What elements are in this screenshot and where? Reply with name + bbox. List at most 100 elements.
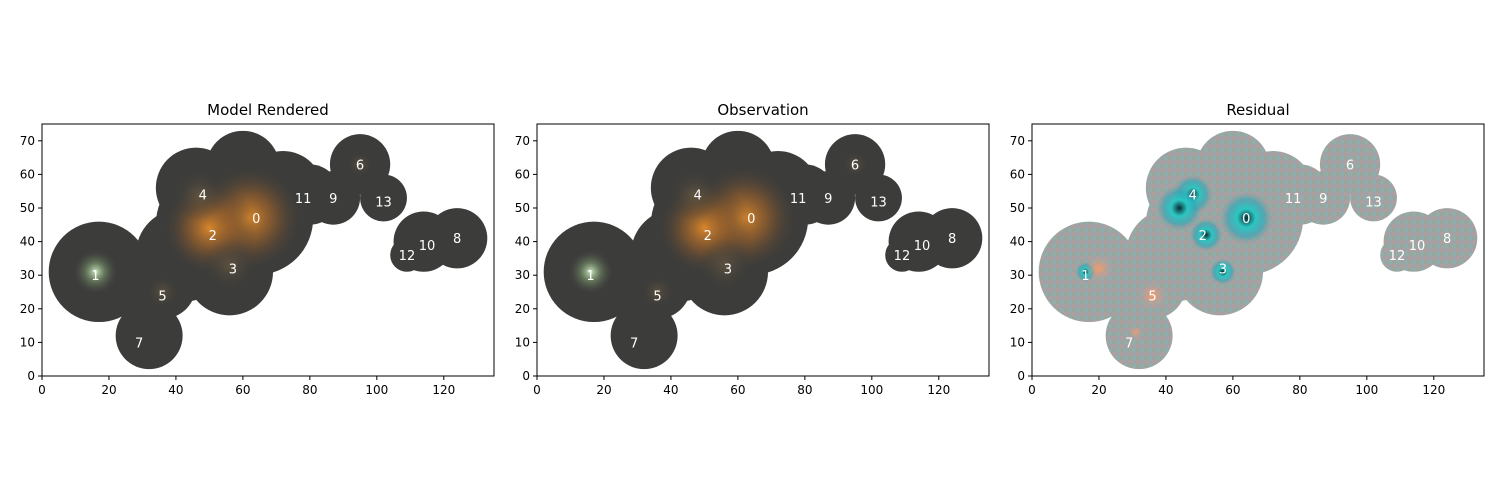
y-tick-label: 20: [20, 302, 35, 316]
panel-title: Observation: [717, 101, 808, 119]
mask-region: [1350, 174, 1397, 222]
source-label-1: 1: [91, 269, 99, 284]
source-glow: [567, 248, 615, 296]
y-tick-label: 10: [515, 335, 530, 349]
source-glow: [667, 167, 722, 222]
y-tick-label: 20: [515, 302, 530, 316]
residual-feature: [1189, 218, 1223, 252]
source-label-3: 3: [724, 262, 732, 277]
panel-title: Residual: [1226, 101, 1289, 119]
x-tick-label: 20: [596, 383, 611, 397]
y-tick-label: 60: [1010, 167, 1025, 181]
x-tick-label: 120: [927, 383, 950, 397]
y-tick-label: 40: [20, 235, 35, 249]
residual-feature: [1085, 255, 1113, 282]
x-tick-label: 0: [533, 383, 541, 397]
source-label-10: 10: [1409, 239, 1426, 254]
source-label-0: 0: [747, 212, 755, 227]
x-tick-label: 0: [38, 383, 46, 397]
source-label-10: 10: [914, 239, 931, 254]
x-tick-label: 0: [1028, 383, 1036, 397]
x-tick-label: 100: [860, 383, 883, 397]
source-label-13: 13: [1365, 195, 1382, 210]
source-label-0: 0: [1242, 212, 1250, 227]
y-tick-label: 50: [1010, 201, 1025, 215]
mask-region: [1380, 238, 1414, 272]
x-tick-label: 100: [365, 383, 388, 397]
x-tick-label: 20: [1091, 383, 1106, 397]
source-glow: [172, 167, 227, 222]
y-tick-label: 30: [1010, 268, 1025, 282]
x-tick-label: 100: [1355, 383, 1378, 397]
x-tick-label: 20: [101, 383, 116, 397]
residual-feature: [1155, 184, 1203, 232]
mask-region: [855, 174, 902, 222]
source-label-7: 7: [135, 336, 143, 351]
y-tick-label: 40: [515, 235, 530, 249]
axes-frame: [1031, 123, 1485, 377]
source-label-6: 6: [851, 158, 859, 173]
source-label-6: 6: [356, 158, 364, 173]
image-residual: [1038, 130, 1478, 370]
y-tick-label: 70: [1010, 134, 1025, 148]
x-tick-label: 60: [730, 383, 745, 397]
panel-title: Model Rendered: [207, 101, 329, 119]
image-model: [48, 130, 488, 370]
source-glow: [72, 248, 120, 296]
mask-region: [610, 302, 678, 370]
source-glow: [841, 150, 869, 178]
mask-region: [427, 208, 488, 269]
source-label-3: 3: [229, 262, 237, 277]
source-label-9: 9: [329, 192, 337, 207]
y-tick-label: 20: [1010, 302, 1025, 316]
source-label-11: 11: [1285, 192, 1302, 207]
mask-region: [115, 302, 183, 370]
x-tick-label: 40: [168, 383, 183, 397]
y-tick-label: 60: [515, 167, 530, 181]
source-label-7: 7: [630, 336, 638, 351]
source-label-6: 6: [1346, 158, 1354, 173]
source-label-5: 5: [158, 289, 166, 304]
y-tick-label: 10: [20, 335, 35, 349]
source-label-2: 2: [209, 229, 217, 244]
source-label-4: 4: [694, 189, 702, 204]
x-tick-label: 60: [235, 383, 250, 397]
mask-region: [1417, 208, 1478, 269]
source-label-1: 1: [1081, 269, 1089, 284]
residual-feature: [1139, 281, 1166, 309]
y-tick-label: 0: [27, 369, 35, 383]
source-glow: [697, 238, 752, 292]
source-label-9: 9: [1319, 192, 1327, 207]
y-tick-label: 70: [515, 134, 530, 148]
y-tick-label: 50: [515, 201, 530, 215]
source-label-9: 9: [824, 192, 832, 207]
y-tick-label: 30: [515, 268, 530, 282]
source-glow: [640, 275, 675, 309]
source-glow: [202, 238, 257, 292]
source-label-5: 5: [653, 289, 661, 304]
source-label-2: 2: [704, 229, 712, 244]
y-tick-label: 10: [1010, 335, 1025, 349]
y-tick-label: 30: [20, 268, 35, 282]
x-tick-label: 60: [1225, 383, 1240, 397]
mask-region: [360, 174, 407, 222]
residual-feature: [1219, 191, 1274, 245]
source-label-11: 11: [295, 192, 312, 207]
x-tick-label: 40: [663, 383, 678, 397]
source-label-8: 8: [948, 232, 956, 247]
y-tick-label: 0: [1017, 369, 1025, 383]
y-tick-label: 70: [20, 134, 35, 148]
residual-feature: [1209, 258, 1237, 286]
source-label-1: 1: [586, 269, 594, 284]
mask-region: [922, 208, 983, 269]
source-label-2: 2: [1199, 229, 1207, 244]
source-label-4: 4: [1189, 189, 1197, 204]
residual-feature: [1129, 325, 1143, 340]
y-tick-label: 0: [522, 369, 530, 383]
x-tick-label: 80: [797, 383, 812, 397]
source-glow: [346, 150, 374, 178]
